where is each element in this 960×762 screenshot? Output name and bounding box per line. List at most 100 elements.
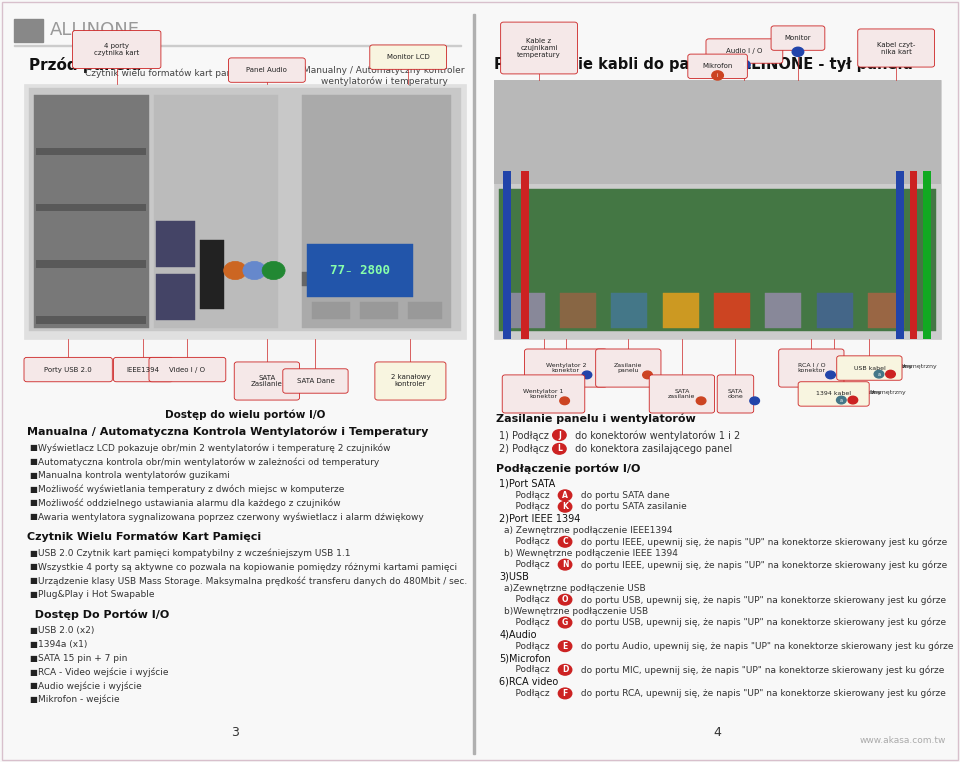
Circle shape <box>559 559 572 570</box>
Text: Podłącz: Podłącz <box>504 689 553 698</box>
Text: ■: ■ <box>29 498 36 507</box>
Text: D: D <box>562 665 568 674</box>
Text: Mikrofon - wejście: Mikrofon - wejście <box>38 695 120 704</box>
Text: i: i <box>717 73 718 78</box>
Text: b) Wewnętrzne podłączenie IEEE 1394: b) Wewnętrzne podłączenie IEEE 1394 <box>504 549 678 558</box>
Text: do portu SATA dane: do portu SATA dane <box>578 491 669 500</box>
Text: ■: ■ <box>29 668 36 677</box>
FancyBboxPatch shape <box>687 54 747 78</box>
Bar <box>14 45 461 46</box>
Bar <box>817 293 852 328</box>
Text: 1)Port SATA: 1)Port SATA <box>499 479 556 488</box>
Bar <box>200 240 224 309</box>
Text: ALLINONE: ALLINONE <box>50 21 140 40</box>
Text: Audio wejście i wyjście: Audio wejście i wyjście <box>38 681 142 690</box>
Text: a)Zewnętrzne podłączenie USB: a)Zewnętrzne podłączenie USB <box>504 584 646 593</box>
Circle shape <box>559 688 572 699</box>
Text: Podłącz: Podłącz <box>504 665 553 674</box>
Text: Monitor LCD: Monitor LCD <box>387 54 429 60</box>
Text: do portu MIC, upewnij się, że napis "UP" na konektorze skierowany jest ku górze: do portu MIC, upewnij się, że napis "UP"… <box>578 665 944 674</box>
Circle shape <box>750 397 759 405</box>
Text: USB 2.0 (x2): USB 2.0 (x2) <box>38 626 95 636</box>
Text: Automatyczna kontrola obr/min wentylatorów w zależności od temperatury: Automatyczna kontrola obr/min wentylator… <box>38 457 379 466</box>
Bar <box>909 171 917 339</box>
Text: L: L <box>557 444 562 453</box>
Circle shape <box>559 594 572 605</box>
Bar <box>499 189 936 331</box>
Text: RCA I / O
konektor: RCA I / O konektor <box>798 363 826 373</box>
Text: 1394a (x1): 1394a (x1) <box>38 640 87 649</box>
Text: Podłączanie kabli do panelu ALLINONE - tył panelu: Podłączanie kabli do panelu ALLINONE - t… <box>494 57 913 72</box>
Text: Podłącz: Podłącz <box>504 595 553 604</box>
Bar <box>408 302 442 319</box>
Bar <box>36 148 146 155</box>
Bar <box>714 293 750 328</box>
Text: Mikrofon: Mikrofon <box>703 63 732 69</box>
Text: Manualny / Automatyczny kontroler
wentylatorów i temperatury: Manualny / Automatyczny kontroler wentyl… <box>303 66 465 86</box>
Text: Porty USB 2.0: Porty USB 2.0 <box>44 367 92 373</box>
Bar <box>897 171 903 339</box>
Circle shape <box>559 664 572 675</box>
Text: Możliwość wyświetlania temperatury z dwóch miejsc w komputerze: Możliwość wyświetlania temperatury z dwó… <box>38 485 345 494</box>
Text: Podłącz: Podłącz <box>504 491 553 500</box>
Circle shape <box>243 261 266 280</box>
FancyBboxPatch shape <box>149 357 226 382</box>
Circle shape <box>559 501 572 512</box>
Text: USB 2.0 Czytnik kart pamięci kompatybilny z wcześniejszym USB 1.1: USB 2.0 Czytnik kart pamięci kompatybiln… <box>38 549 351 558</box>
Text: ■: ■ <box>29 485 36 494</box>
Text: 2 kanałowy
kontroler: 2 kanałowy kontroler <box>391 374 430 388</box>
Text: IEEE1394: IEEE1394 <box>127 367 159 373</box>
FancyBboxPatch shape <box>234 362 300 400</box>
Circle shape <box>560 397 569 405</box>
Bar <box>312 302 350 319</box>
Text: do konektorów wentylatorów 1 i 2: do konektorów wentylatorów 1 i 2 <box>572 431 740 441</box>
Circle shape <box>559 536 572 547</box>
Bar <box>494 80 941 339</box>
Text: Wewnętrzny: Wewnętrzny <box>868 390 907 395</box>
Text: 1) Podłącz: 1) Podłącz <box>499 431 552 440</box>
Bar <box>302 95 451 328</box>
Circle shape <box>262 261 285 280</box>
Text: Awaria wentylatora sygnalizowana poprzez czerwony wyświetlacz i alarm dźwiękowy: Awaria wentylatora sygnalizowana poprzez… <box>38 512 424 521</box>
Text: do portu USB, upewnij się, że napis "UP" na konektorze skierowany jest ku górze: do portu USB, upewnij się, że napis "UP"… <box>578 618 946 627</box>
Text: Przód panelu: Przód panelu <box>29 57 141 73</box>
Text: C: C <box>563 537 568 546</box>
Text: ■: ■ <box>29 512 36 521</box>
Text: Kable z
czujnikami
temperatury: Kable z czujnikami temperatury <box>517 38 561 58</box>
Text: Czytnik Wielu Formatów Kart Pamięci: Czytnik Wielu Formatów Kart Pamięci <box>27 532 261 543</box>
FancyBboxPatch shape <box>501 22 577 74</box>
Text: ■: ■ <box>29 640 36 649</box>
Text: do portu USB, upewnij się, że napis "UP" na konektorze skierowany jest ku górze: do portu USB, upewnij się, że napis "UP"… <box>578 595 946 604</box>
Text: Zewnętrzny: Zewnętrzny <box>845 390 882 395</box>
Text: G: G <box>562 618 568 627</box>
Circle shape <box>792 47 804 56</box>
Circle shape <box>559 617 572 628</box>
FancyBboxPatch shape <box>374 362 445 400</box>
Text: Podłącz: Podłącz <box>504 642 553 651</box>
Circle shape <box>582 371 591 379</box>
Bar <box>868 293 904 328</box>
Text: Wentylator 2
konektor: Wentylator 2 konektor <box>545 363 586 373</box>
Text: Zasilanie
panelu: Zasilanie panelu <box>614 363 642 373</box>
Text: 4)Audio: 4)Audio <box>499 629 537 639</box>
Text: 77₋ 2800: 77₋ 2800 <box>330 264 390 277</box>
Text: do portu Audio, upewnij się, że napis "UP" na konektorze skierowany jest ku górz: do portu Audio, upewnij się, że napis "U… <box>578 642 953 651</box>
FancyBboxPatch shape <box>779 349 844 387</box>
Bar <box>302 272 350 286</box>
Text: Możliwość oddzielnego ustawiania alarmu dla każdego z czujników: Możliwość oddzielnego ustawiania alarmu … <box>38 498 341 507</box>
Bar <box>473 14 475 754</box>
Text: 3: 3 <box>231 726 239 739</box>
Text: SATA Dane: SATA Dane <box>297 378 334 384</box>
Circle shape <box>224 261 247 280</box>
Bar <box>521 171 529 339</box>
Text: do konektora zasilającego panel: do konektora zasilającego panel <box>572 444 732 454</box>
Text: O: O <box>562 595 568 604</box>
Text: ■: ■ <box>29 471 36 480</box>
Text: Podłącz: Podłącz <box>504 502 553 511</box>
FancyBboxPatch shape <box>649 375 714 413</box>
Text: SATA
zasilanie: SATA zasilanie <box>668 389 696 399</box>
Text: Dostęp Do Portów I/O: Dostęp Do Portów I/O <box>27 610 169 620</box>
FancyBboxPatch shape <box>370 45 446 69</box>
Text: a) Zewnętrzne podłączenie IEEE1394: a) Zewnętrzne podłączenie IEEE1394 <box>504 526 673 535</box>
Text: Manualna / Automatyczna Kontrola Wentylatorów i Temperatury: Manualna / Automatyczna Kontrola Wentyla… <box>27 427 428 437</box>
